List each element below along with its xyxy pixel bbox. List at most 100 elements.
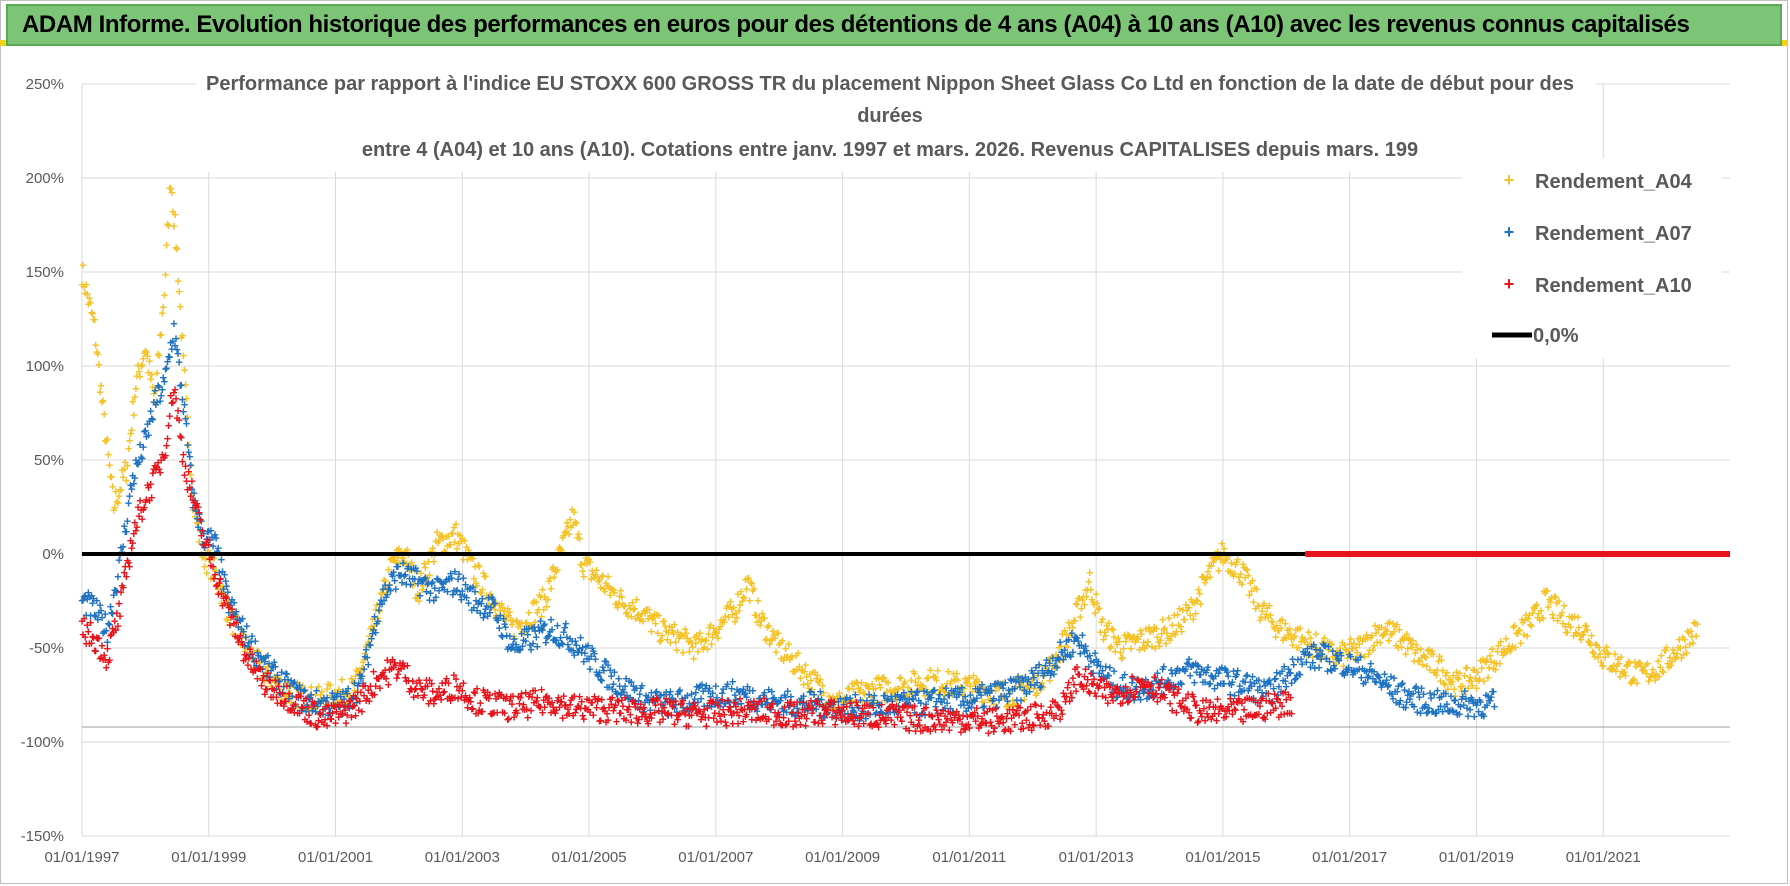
x-tick-label: 01/01/2019 [1439, 849, 1514, 866]
data-point: + [949, 687, 957, 702]
data-point: + [708, 636, 716, 651]
data-point: + [555, 542, 563, 557]
data-point: + [124, 458, 132, 473]
data-point: + [923, 671, 931, 686]
data-point: + [644, 611, 652, 626]
data-point: + [658, 628, 666, 643]
data-point: + [212, 563, 220, 578]
data-point: + [748, 576, 756, 591]
data-point: + [419, 578, 427, 593]
data-point: + [739, 593, 747, 608]
data-point: + [460, 552, 468, 567]
data-point: + [447, 537, 455, 552]
data-point: + [621, 598, 629, 613]
data-point: + [84, 287, 92, 302]
data-point: + [346, 694, 354, 709]
data-point: + [544, 592, 552, 607]
data-point: + [354, 663, 362, 678]
data-point: + [765, 618, 773, 633]
data-point: + [803, 669, 811, 684]
data-point: + [868, 676, 876, 691]
data-point: + [328, 688, 336, 703]
x-tick-label: 01/01/2013 [1059, 849, 1134, 866]
data-point: + [312, 688, 320, 703]
data-point: + [892, 682, 900, 697]
data-point: + [685, 634, 693, 649]
data-point: + [878, 672, 886, 687]
data-point: + [86, 290, 94, 305]
data-point: + [113, 494, 121, 509]
data-point: + [248, 652, 256, 667]
data-point: + [620, 599, 628, 614]
data-point: + [821, 698, 829, 713]
data-point: + [956, 681, 964, 696]
data-point: + [576, 531, 584, 546]
data-point: + [343, 697, 351, 712]
data-point: + [109, 479, 117, 494]
data-point: + [959, 688, 967, 703]
data-point: + [128, 423, 136, 438]
data-point: + [732, 606, 740, 621]
data-point: + [235, 619, 243, 634]
data-point: + [740, 590, 748, 605]
data-point: + [482, 568, 490, 583]
data-point: + [424, 570, 432, 585]
data-point: + [126, 433, 134, 448]
data-point: + [489, 596, 497, 611]
data-point: + [575, 527, 583, 542]
data-point: + [351, 683, 359, 698]
data-point: + [724, 598, 732, 613]
data-point: + [736, 598, 744, 613]
data-point: + [673, 643, 681, 658]
x-tick-label: 01/01/1999 [171, 849, 246, 866]
data-point: + [170, 316, 178, 331]
data-point: + [497, 603, 505, 618]
data-point: + [879, 670, 887, 685]
data-point: + [257, 650, 265, 665]
data-point: + [741, 591, 749, 606]
data-point: + [154, 346, 162, 361]
data-point: + [144, 349, 152, 364]
data-point: + [719, 613, 727, 628]
data-point: + [699, 642, 707, 657]
data-point: + [744, 571, 752, 586]
data-point: + [534, 639, 542, 654]
data-point: + [145, 428, 153, 443]
data-point: + [279, 685, 287, 700]
data-point: + [395, 541, 403, 556]
data-point: + [179, 328, 187, 343]
series-Rendement_A04: ++++++++++++++++++++++++++++++++++++++++… [78, 180, 1701, 718]
data-point: + [490, 594, 498, 609]
data-point: + [148, 490, 156, 505]
data-point: + [162, 267, 170, 282]
data-point: + [230, 606, 238, 621]
x-tick-label: 01/01/2009 [805, 849, 880, 866]
data-point: + [706, 620, 714, 635]
data-point: + [536, 588, 544, 603]
data-point: + [688, 636, 696, 651]
data-point: + [591, 570, 599, 585]
data-point: + [349, 675, 357, 690]
data-point: + [887, 691, 895, 706]
data-point: + [268, 673, 276, 688]
data-point: + [305, 703, 313, 718]
data-point: + [391, 553, 399, 568]
data-point: + [493, 610, 501, 625]
legend-label-a04: Rendement_A04 [1535, 171, 1693, 193]
data-point: + [874, 695, 882, 710]
data-point: + [866, 697, 874, 712]
data-point: + [310, 701, 318, 716]
data-point: + [604, 569, 612, 584]
data-point: + [725, 610, 733, 625]
data-point: + [901, 674, 909, 689]
data-point: + [458, 533, 466, 548]
data-point: + [93, 345, 101, 360]
data-point: + [718, 615, 726, 630]
data-point: + [316, 694, 324, 709]
data-point: + [485, 598, 493, 613]
data-point: + [201, 559, 209, 574]
chart-title-line-1: Performance par rapport à l'indice EU ST… [206, 73, 1574, 95]
data-point: + [438, 528, 446, 543]
data-point: + [516, 615, 524, 630]
data-point: + [171, 207, 179, 222]
